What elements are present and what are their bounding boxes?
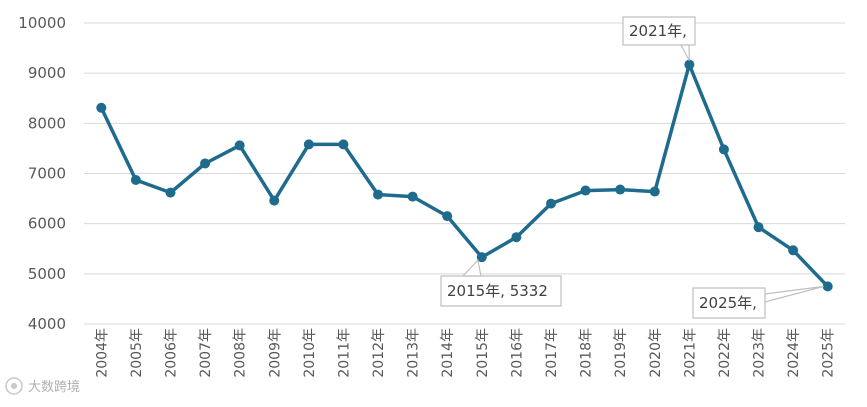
data-point: [96, 102, 107, 113]
callout: 2025年,: [692, 285, 824, 319]
data-point: [753, 222, 764, 233]
x-axis-ticks: 2004年 2005年 2006年 2007年 2008年 2009年 2010年 2011年…: [94, 328, 836, 378]
x-tick-label: 2005年: [129, 328, 145, 378]
callout-box: [440, 275, 562, 307]
x-tick-label: 2013年: [406, 328, 422, 378]
x-tick-label: 2008年: [233, 328, 249, 378]
series-line-layer: [96, 59, 833, 292]
callout-pointer: [461, 258, 482, 277]
data-point: [615, 184, 626, 195]
data-point: [649, 186, 660, 197]
x-tick-label: 2025年: [821, 328, 837, 378]
x-tick-label: 2004年: [94, 328, 110, 378]
data-point: [684, 59, 695, 70]
x-tick-label: 2020年: [648, 328, 664, 378]
data-point: [511, 232, 522, 243]
y-axis-ticks: 4000 5000 6000 7000 8000 9000 10000: [18, 14, 66, 333]
data-point: [303, 139, 314, 150]
callout: 2015年, 5332: [440, 258, 562, 307]
y-tick-label: 5000: [28, 265, 66, 283]
x-tick-label: 2021年: [682, 328, 698, 378]
callout-label: 2015年, 5332: [447, 282, 548, 300]
callout-label: 2021年,: [629, 22, 687, 40]
y-tick-label: 8000: [28, 114, 66, 132]
callout: 2021年,: [622, 16, 696, 61]
y-tick-label: 4000: [28, 315, 66, 333]
x-tick-label: 2010年: [302, 328, 318, 378]
data-point: [718, 144, 729, 155]
data-point: [130, 175, 141, 186]
x-tick-label: 2009年: [267, 328, 283, 378]
x-tick-label: 2024年: [786, 328, 802, 378]
data-point: [442, 211, 453, 222]
x-tick-label: 2011年: [336, 328, 352, 378]
data-point: [373, 189, 384, 200]
data-point: [234, 140, 245, 151]
callout-box: [692, 287, 766, 319]
x-tick-label: 2016年: [509, 328, 525, 378]
callout-pointer: [679, 44, 690, 61]
data-callouts: 2021年, 2015年, 5332 2025年,: [440, 16, 824, 319]
watermark-logo: 大数跨境: [5, 377, 80, 395]
data-point: [545, 198, 556, 209]
x-tick-label: 2017年: [544, 328, 560, 378]
x-tick-label: 2018年: [579, 328, 595, 378]
data-point: [476, 252, 487, 263]
x-tick-label: 2022年: [717, 328, 733, 378]
x-tick-label: 2012年: [371, 328, 387, 378]
data-point: [269, 195, 280, 206]
data-point: [407, 191, 418, 202]
y-tick-label: 9000: [28, 64, 66, 82]
data-point: [788, 245, 799, 256]
data-point: [822, 281, 833, 292]
watermark-text: 大数跨境: [28, 380, 80, 395]
series-line: [99, 62, 830, 289]
callout-box: [622, 16, 696, 46]
y-tick-label: 10000: [18, 14, 66, 32]
y-tick-label: 6000: [28, 215, 66, 233]
data-point: [165, 187, 176, 198]
callout-pointer: [764, 285, 824, 303]
data-point: [338, 139, 349, 150]
x-tick-label: 2015年: [475, 328, 491, 378]
callout-label: 2025年,: [699, 294, 757, 312]
data-point: [200, 158, 211, 169]
x-tick-label: 2014年: [440, 328, 456, 378]
x-tick-label: 2019年: [613, 328, 629, 378]
x-tick-label: 2006年: [163, 328, 179, 378]
x-tick-label: 2023年: [752, 328, 768, 378]
grid-lines: [84, 22, 845, 325]
x-tick-label: 2007年: [198, 328, 214, 378]
data-point: [580, 185, 591, 196]
y-tick-label: 7000: [28, 165, 66, 183]
